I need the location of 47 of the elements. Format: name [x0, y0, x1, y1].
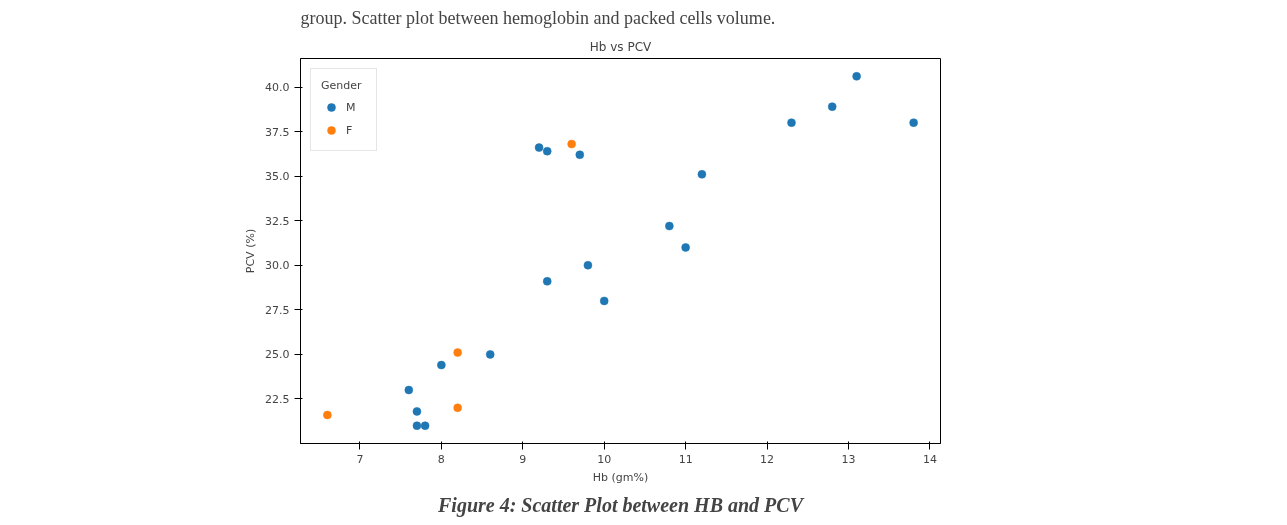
x-tick-label: 12: [760, 452, 775, 466]
point: [583, 261, 593, 270]
y-tick-label: 32.5: [265, 214, 290, 228]
point: [420, 421, 430, 430]
text: group. Scatter plot between hemoglobin and packed cells volume.: [300, 7, 776, 28]
y-tick-label: 25.0: [265, 348, 290, 362]
legend-label: M: [346, 100, 357, 114]
y-tick-label: 27.5: [265, 303, 290, 317]
point: [404, 385, 414, 395]
x-tick-label: 7: [356, 452, 364, 466]
point: [787, 118, 796, 127]
point: [827, 102, 837, 111]
y-tick-label: 37.5: [265, 125, 290, 139]
y-tick-label: 35.0: [265, 170, 290, 184]
point: [697, 170, 707, 179]
point: [485, 350, 495, 359]
point: [599, 296, 609, 306]
point: [323, 410, 332, 420]
caption: Figure 4: Scatter Plot between HB and PCV: [437, 493, 805, 517]
x-tick-label: 8: [437, 452, 445, 466]
point: [567, 139, 576, 149]
x-axis-title: Hb (gm%): [592, 470, 649, 484]
point: [681, 243, 690, 252]
point: [665, 221, 674, 231]
x-tick-label: 14: [922, 452, 937, 466]
point: [412, 421, 422, 430]
legend-title: Gender: [321, 79, 363, 92]
point: [575, 150, 585, 159]
point: [534, 143, 544, 152]
y-axis-title: PCV (%): [244, 228, 258, 274]
y-tick-label: 22.5: [265, 392, 290, 406]
x-tick-label: 11: [678, 452, 693, 466]
point: [453, 348, 462, 357]
y-tick-label: 30.0: [265, 259, 290, 273]
x-tick-label: 13: [841, 452, 856, 466]
point: [909, 118, 918, 127]
point: [437, 360, 446, 370]
x-tick-label: 10: [597, 452, 612, 466]
point: [542, 146, 552, 156]
x-tick-label: 9: [519, 452, 527, 466]
chart-title: Hb vs PCV: [589, 39, 653, 54]
legend-label: F: [346, 123, 354, 137]
y-tick-label: 40.0: [265, 81, 290, 95]
point: [412, 407, 422, 416]
point: [542, 277, 552, 286]
point: [453, 403, 462, 413]
point: [852, 72, 861, 81]
